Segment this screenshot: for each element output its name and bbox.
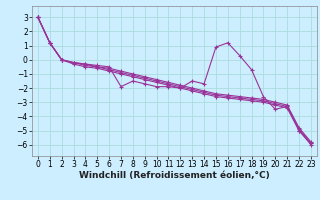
X-axis label: Windchill (Refroidissement éolien,°C): Windchill (Refroidissement éolien,°C) (79, 171, 270, 180)
